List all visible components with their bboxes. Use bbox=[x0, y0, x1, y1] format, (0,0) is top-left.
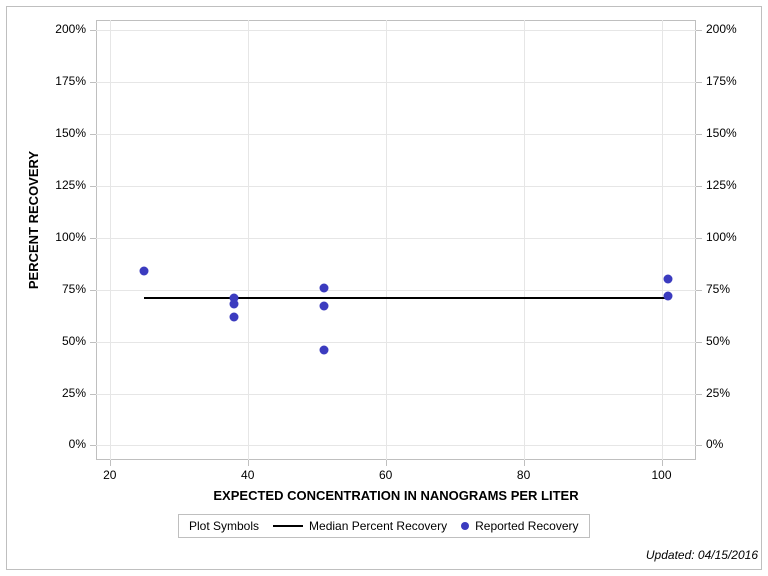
y-tick-label-left: 75% bbox=[42, 282, 86, 296]
y-gridline bbox=[96, 82, 696, 83]
dot-icon bbox=[461, 522, 469, 530]
x-gridline bbox=[386, 20, 387, 460]
y-tick-label-left: 175% bbox=[42, 74, 86, 88]
y-gridline bbox=[96, 186, 696, 187]
x-tick-mark bbox=[524, 460, 525, 466]
y-gridline bbox=[96, 134, 696, 135]
y-tick-label-right: 200% bbox=[706, 22, 756, 36]
y-gridline bbox=[96, 342, 696, 343]
y-tick-mark-right bbox=[696, 394, 702, 395]
y-tick-label-right: 100% bbox=[706, 230, 756, 244]
y-tick-mark-left bbox=[90, 186, 96, 187]
x-tick-label: 100 bbox=[642, 468, 682, 482]
y-tick-label-right: 175% bbox=[706, 74, 756, 88]
x-gridline bbox=[524, 20, 525, 460]
x-gridline bbox=[248, 20, 249, 460]
y-gridline bbox=[96, 30, 696, 31]
x-tick-mark bbox=[662, 460, 663, 466]
y-tick-mark-right bbox=[696, 134, 702, 135]
y-tick-label-left: 50% bbox=[42, 334, 86, 348]
y-tick-label-left: 25% bbox=[42, 386, 86, 400]
y-tick-label-right: 25% bbox=[706, 386, 756, 400]
legend-title: Plot Symbols bbox=[189, 519, 259, 533]
y-tick-mark-left bbox=[90, 394, 96, 395]
reported-recovery-point bbox=[229, 300, 238, 309]
y-tick-mark-right bbox=[696, 82, 702, 83]
y-tick-mark-left bbox=[90, 134, 96, 135]
y-gridline bbox=[96, 445, 696, 446]
y-tick-mark-left bbox=[90, 445, 96, 446]
reported-recovery-point bbox=[664, 292, 673, 301]
y-tick-mark-left bbox=[90, 342, 96, 343]
x-tick-mark bbox=[248, 460, 249, 466]
y-gridline bbox=[96, 238, 696, 239]
reported-recovery-point bbox=[319, 302, 328, 311]
y-tick-label-right: 150% bbox=[706, 126, 756, 140]
x-tick-mark bbox=[386, 460, 387, 466]
x-tick-label: 20 bbox=[90, 468, 130, 482]
x-tick-label: 80 bbox=[504, 468, 544, 482]
y-gridline bbox=[96, 290, 696, 291]
reported-recovery-point bbox=[229, 312, 238, 321]
line-icon bbox=[273, 525, 303, 527]
x-tick-label: 40 bbox=[228, 468, 268, 482]
legend-item-median: Median Percent Recovery bbox=[273, 519, 447, 533]
y-tick-mark-right bbox=[696, 186, 702, 187]
y-tick-label-left: 100% bbox=[42, 230, 86, 244]
y-tick-label-right: 75% bbox=[706, 282, 756, 296]
legend-label-reported: Reported Recovery bbox=[475, 519, 578, 533]
reported-recovery-point bbox=[319, 346, 328, 355]
y-tick-mark-left bbox=[90, 238, 96, 239]
footer-updated-text: Updated: 04/15/2016 bbox=[646, 548, 758, 562]
reported-recovery-point bbox=[664, 275, 673, 284]
legend: Plot Symbols Median Percent Recovery Rep… bbox=[178, 514, 590, 538]
y-tick-mark-left bbox=[90, 290, 96, 291]
y-tick-mark-right bbox=[696, 238, 702, 239]
reported-recovery-point bbox=[140, 267, 149, 276]
y-tick-mark-left bbox=[90, 30, 96, 31]
y-tick-mark-right bbox=[696, 30, 702, 31]
y-gridline bbox=[96, 394, 696, 395]
median-percent-recovery-line bbox=[144, 297, 668, 299]
y-tick-mark-right bbox=[696, 445, 702, 446]
x-gridline bbox=[110, 20, 111, 460]
x-tick-mark bbox=[110, 460, 111, 466]
x-axis-title: EXPECTED CONCENTRATION IN NANOGRAMS PER … bbox=[96, 488, 696, 503]
x-tick-label: 60 bbox=[366, 468, 406, 482]
y-tick-mark-left bbox=[90, 82, 96, 83]
y-tick-label-left: 125% bbox=[42, 178, 86, 192]
y-tick-label-left: 0% bbox=[42, 437, 86, 451]
y-tick-label-left: 150% bbox=[42, 126, 86, 140]
y-tick-label-left: 200% bbox=[42, 22, 86, 36]
y-axis-title: PERCENT RECOVERY bbox=[26, 120, 41, 320]
y-tick-label-right: 0% bbox=[706, 437, 756, 451]
y-tick-mark-right bbox=[696, 342, 702, 343]
reported-recovery-point bbox=[319, 283, 328, 292]
y-tick-label-right: 50% bbox=[706, 334, 756, 348]
y-tick-mark-right bbox=[696, 290, 702, 291]
x-gridline bbox=[662, 20, 663, 460]
legend-label-median: Median Percent Recovery bbox=[309, 519, 447, 533]
y-tick-label-right: 125% bbox=[706, 178, 756, 192]
legend-item-reported: Reported Recovery bbox=[461, 519, 578, 533]
